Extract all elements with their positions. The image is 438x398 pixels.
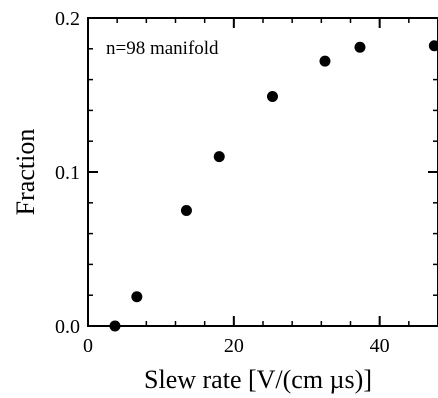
data-point: [319, 55, 331, 67]
data-points: [109, 40, 438, 332]
plot-frame: [87, 17, 438, 327]
chart-annotation: n=98 manifold: [106, 38, 219, 59]
data-point: [266, 91, 278, 103]
y-tick-label: 0.0: [55, 316, 80, 338]
data-point: [180, 205, 192, 216]
y-tick-label: 0.1: [55, 162, 80, 184]
y-axis-label: Fraction: [11, 129, 40, 216]
major-ticks: [87, 17, 438, 327]
data-point: [213, 151, 225, 163]
data-point: [354, 41, 366, 53]
data-point: [131, 291, 143, 303]
minor-ticks: [87, 17, 438, 327]
data-point: [428, 40, 438, 52]
x-tick-label: 0: [83, 335, 93, 357]
tick-labels: 0 20 40 0.0 0.1 0.2: [55, 8, 390, 357]
x-axis-label: Slew rate [V/(cm µs)]: [144, 365, 372, 394]
y-tick-label: 0.2: [55, 8, 80, 30]
x-tick-label: 20: [224, 335, 244, 357]
x-tick-label: 40: [370, 335, 390, 357]
